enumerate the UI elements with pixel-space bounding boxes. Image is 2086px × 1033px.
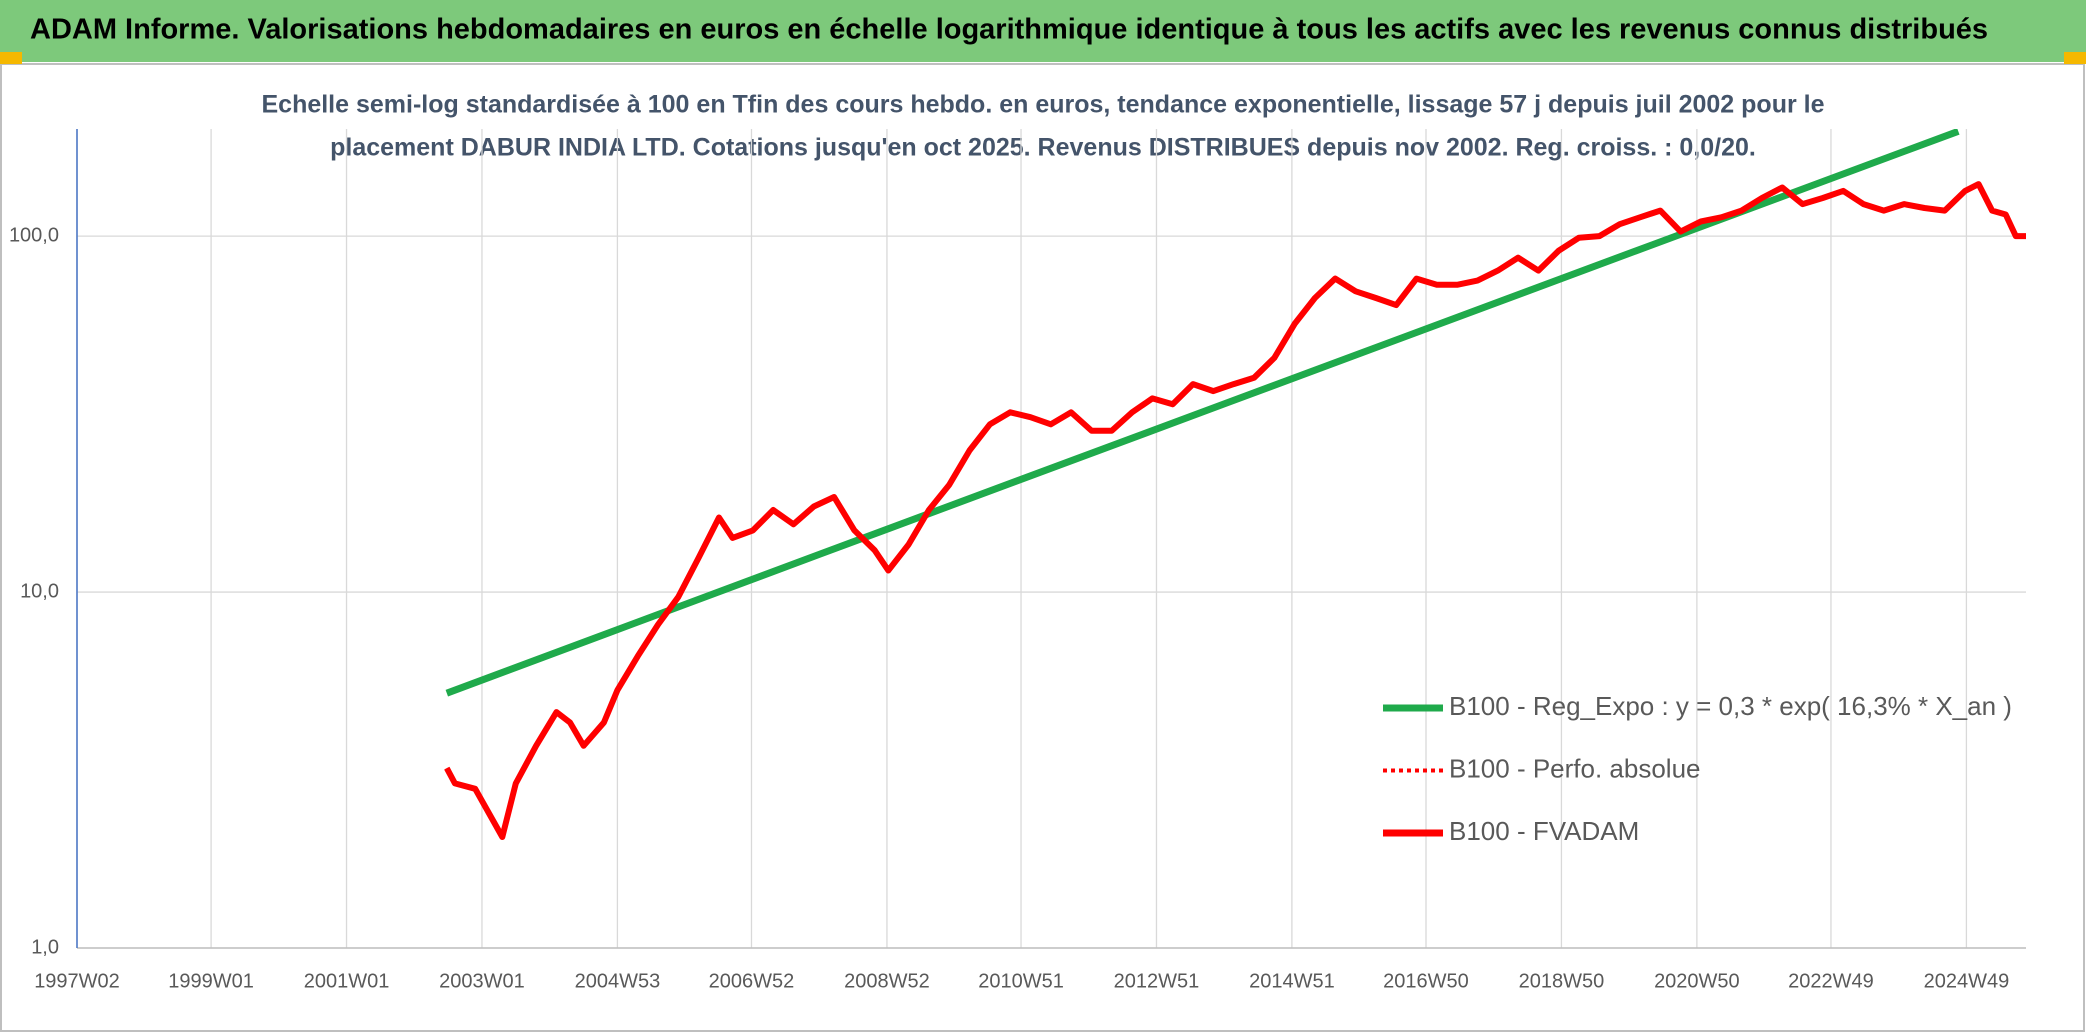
x-tick-label: 2008W52	[844, 970, 930, 992]
chart-title: Echelle semi-log standardisée à 100 en T…	[261, 91, 1824, 119]
x-tick-label: 2022W49	[1788, 970, 1874, 992]
legend-label: B100 - FVADAM	[1449, 816, 1639, 846]
corner	[2064, 52, 2086, 64]
header-title: ADAM Informe. Valorisations hebdomadaire…	[30, 14, 1988, 46]
x-tick-label: 2014W51	[1249, 970, 1335, 992]
chart-title: placement DABUR INDIA LTD. Cotations jus…	[330, 134, 1756, 162]
x-tick-label: 2006W52	[709, 970, 795, 992]
y-tick-label: 100,0	[9, 224, 59, 246]
y-tick-label: 10,0	[20, 580, 59, 602]
plot	[444, 129, 2026, 840]
legend-label: B100 - Reg_Expo : y = 0,3 * exp( 16,3% *…	[1449, 691, 2012, 721]
x-tick-label: 1999W01	[168, 970, 254, 992]
x-tick-label: 2018W50	[1519, 970, 1605, 992]
series-line	[445, 182, 2026, 839]
x-tick-label: 2003W01	[439, 970, 525, 992]
x-tick-label: 2024W49	[1924, 970, 2010, 992]
corner	[0, 52, 22, 64]
y-tick-label: 1,0	[31, 936, 59, 958]
x-tick-label: 2010W51	[978, 970, 1064, 992]
legend-label: B100 - Perfo. absolue	[1449, 753, 1701, 783]
series-line	[444, 181, 2026, 840]
x-tick-label: 2001W01	[304, 970, 390, 992]
frame	[0, 63, 2085, 1032]
x-tick-label: 2020W50	[1654, 970, 1740, 992]
x-tick-label: 1997W02	[34, 970, 120, 992]
x-tick-label: 2012W51	[1114, 970, 1200, 992]
x-tick-label: 2016W50	[1383, 970, 1469, 992]
x-tick-label: 2004W53	[575, 970, 661, 992]
header-bar	[0, 0, 2086, 62]
